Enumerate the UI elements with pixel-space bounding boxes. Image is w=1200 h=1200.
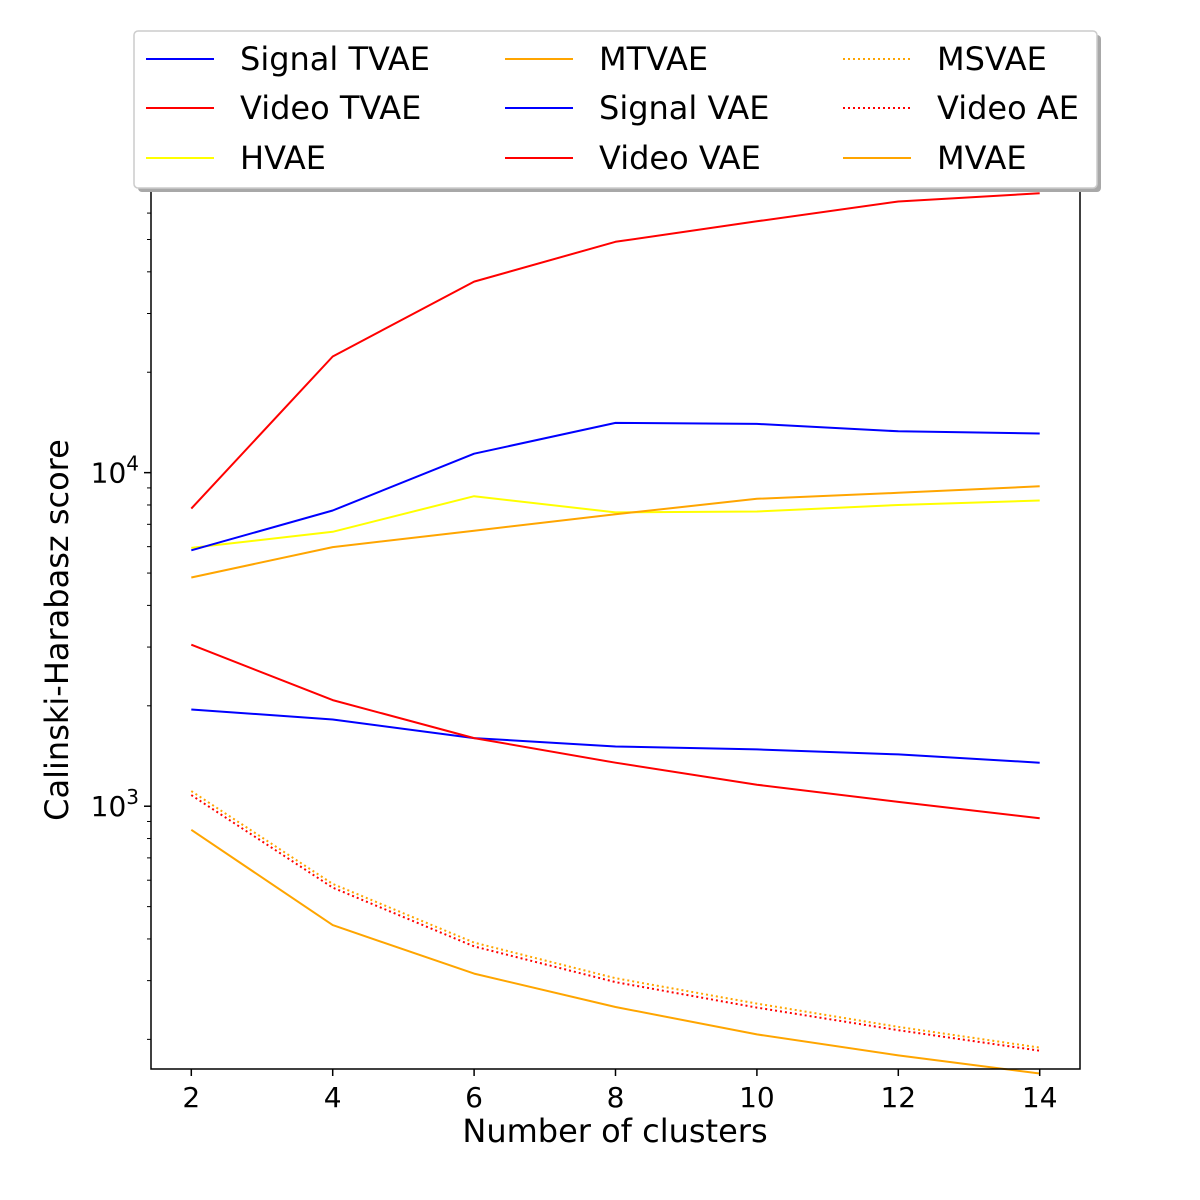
x-tick-label: 4 [324,1081,342,1114]
series-line-video-vae [190,192,1040,510]
legend-label-signal-vae: Signal VAE [599,89,769,127]
x-tick-label: 14 [1022,1081,1058,1114]
legend-label-msvae: MSVAE [937,40,1047,78]
series-line-mtvae [190,828,1040,1075]
x-tick-label: 6 [465,1081,483,1114]
x-axis-title: Number of clusters [462,1112,767,1150]
y-tick-label: 103 [91,785,139,823]
legend-label-mvae: MVAE [937,139,1027,177]
x-tick-label: 2 [182,1081,200,1114]
series-layer [190,192,1040,1075]
legend-label-video-tvae: Video TVAE [240,89,421,127]
series-line-hvae [191,495,1040,549]
legend: Signal TVAE Video TVAE HVAE MTVAE Signal VAE… [133,30,1101,192]
legend-label-signal-tvae: Signal TVAE [240,40,430,78]
series-line-signal-tvae [191,708,1040,764]
x-axis: 2 4 6 8 10 12 14 [182,1069,1058,1114]
series-line-msvae [190,790,1040,1049]
legend-label-video-vae: Video VAE [599,139,761,177]
x-tick-label: 8 [607,1081,625,1114]
legend-box [133,30,1098,189]
series-line-video-tvae [190,643,1040,820]
legend-label-hvae: HVAE [240,139,326,177]
series-line-mvae [191,485,1040,579]
y-axis: 103 104 [91,153,151,1040]
legend-label-mtvae: MTVAE [599,40,708,78]
series-line-signal-vae [191,421,1040,552]
y-axis-title: Calinski-Harabasz score [38,439,76,821]
y-tick-label: 104 [91,452,139,490]
x-tick-label: 10 [739,1081,775,1114]
x-tick-label: 12 [880,1081,916,1114]
legend-label-video-ae: Video AE [937,89,1079,127]
